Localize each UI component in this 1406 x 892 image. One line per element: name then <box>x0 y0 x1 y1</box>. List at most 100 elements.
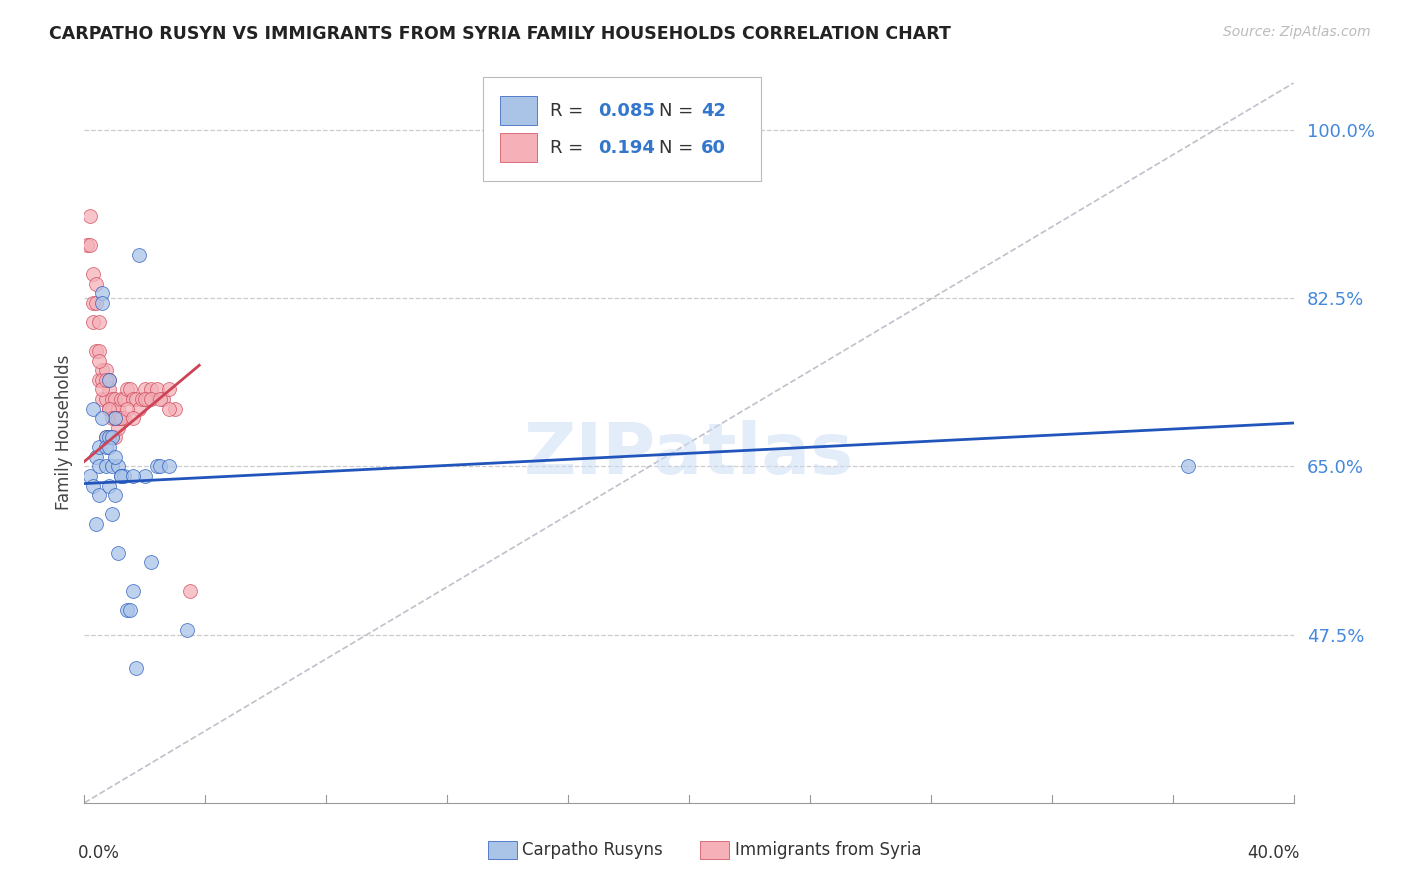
Point <box>121 411 143 425</box>
Point <box>89 488 111 502</box>
Point <box>94 459 117 474</box>
Point <box>79 469 101 483</box>
Point <box>100 459 122 474</box>
Point <box>152 392 174 406</box>
Point <box>115 401 138 416</box>
FancyBboxPatch shape <box>501 95 537 126</box>
Point <box>107 546 129 560</box>
Point <box>134 392 156 406</box>
Point <box>100 401 122 416</box>
Point <box>100 430 122 444</box>
Text: 42: 42 <box>702 102 725 120</box>
Point <box>86 516 108 531</box>
Text: Immigrants from Syria: Immigrants from Syria <box>735 841 921 859</box>
Point <box>149 459 172 474</box>
Point <box>91 295 114 310</box>
Text: ZIPatlas: ZIPatlas <box>524 420 853 490</box>
Point <box>121 584 143 599</box>
Point <box>118 382 141 396</box>
Point <box>94 430 117 444</box>
Text: 0.0%: 0.0% <box>79 844 120 862</box>
Point <box>86 450 108 464</box>
Text: 40.0%: 40.0% <box>1247 844 1299 862</box>
Point <box>97 430 120 444</box>
Point <box>176 623 198 637</box>
Point <box>91 363 114 377</box>
Point <box>118 603 141 617</box>
Point <box>107 459 129 474</box>
Point <box>100 392 122 406</box>
Point <box>91 392 114 406</box>
Point <box>110 469 132 483</box>
Point <box>86 295 108 310</box>
Point <box>110 392 132 406</box>
Text: R =: R = <box>550 138 589 157</box>
Point <box>107 401 129 416</box>
Point <box>110 411 132 425</box>
Point <box>86 277 108 291</box>
Text: N =: N = <box>659 102 699 120</box>
Point <box>76 238 98 252</box>
Point <box>128 401 150 416</box>
Point <box>89 343 111 358</box>
Point <box>100 508 122 522</box>
Point <box>97 373 120 387</box>
Point <box>86 343 108 358</box>
Point <box>97 382 120 396</box>
Point <box>89 315 111 329</box>
Point <box>125 661 148 675</box>
Point <box>79 209 101 223</box>
Point <box>157 459 180 474</box>
Text: 60: 60 <box>702 138 725 157</box>
Point <box>82 315 104 329</box>
Point <box>157 401 180 416</box>
Point <box>104 411 127 425</box>
Point <box>179 584 201 599</box>
Point <box>125 392 148 406</box>
Point <box>134 469 156 483</box>
Point <box>121 469 143 483</box>
Point <box>104 392 127 406</box>
Point <box>100 411 122 425</box>
Point <box>146 382 169 396</box>
Point <box>94 373 117 387</box>
Point <box>104 488 127 502</box>
Point <box>89 440 111 454</box>
Point <box>104 411 127 425</box>
Text: R =: R = <box>550 102 589 120</box>
Point <box>121 392 143 406</box>
Point <box>128 248 150 262</box>
Point <box>112 411 135 425</box>
Point <box>104 450 127 464</box>
Point <box>94 440 117 454</box>
Point <box>139 382 162 396</box>
Text: 0.194: 0.194 <box>599 138 655 157</box>
Point <box>82 401 104 416</box>
Point <box>94 363 117 377</box>
Point <box>107 421 129 435</box>
Point <box>89 373 111 387</box>
Point <box>89 353 111 368</box>
Point <box>82 267 104 281</box>
Point <box>97 401 120 416</box>
Text: Source: ZipAtlas.com: Source: ZipAtlas.com <box>1223 25 1371 39</box>
Point <box>79 238 101 252</box>
Text: Carpatho Rusyns: Carpatho Rusyns <box>522 841 662 859</box>
Point <box>115 382 138 396</box>
Point <box>110 411 132 425</box>
Point <box>146 459 169 474</box>
FancyBboxPatch shape <box>484 78 762 181</box>
Point <box>82 478 104 492</box>
Point <box>131 392 153 406</box>
FancyBboxPatch shape <box>488 841 517 859</box>
Point <box>112 392 135 406</box>
Point <box>91 382 114 396</box>
Point <box>110 469 132 483</box>
Point <box>97 401 120 416</box>
Point <box>94 430 117 444</box>
Point <box>82 295 104 310</box>
Point <box>107 411 129 425</box>
FancyBboxPatch shape <box>700 841 728 859</box>
Point <box>97 440 120 454</box>
Point <box>165 401 187 416</box>
